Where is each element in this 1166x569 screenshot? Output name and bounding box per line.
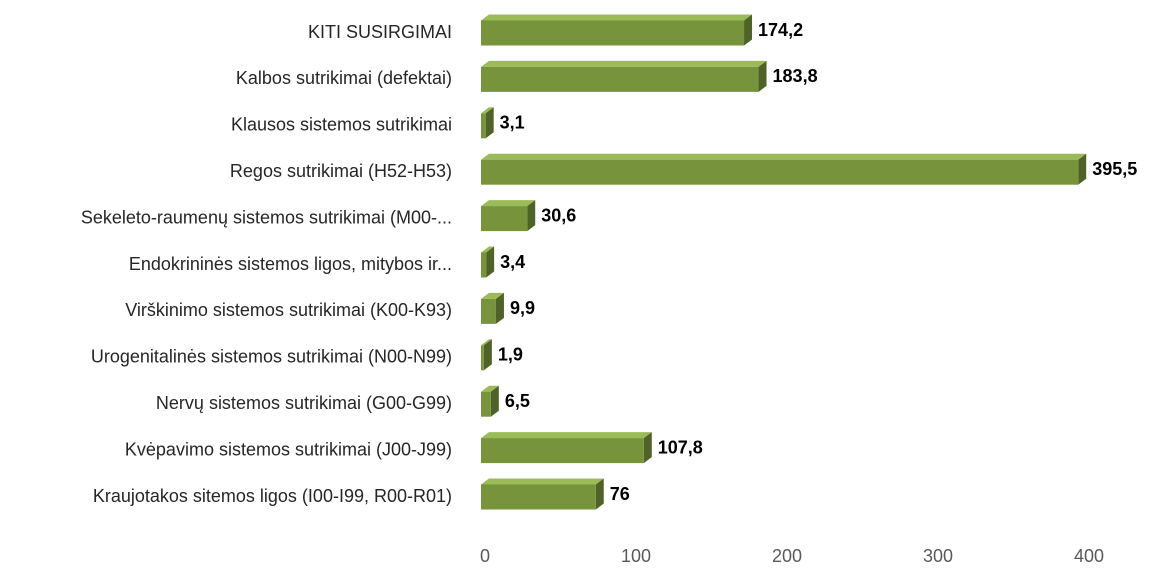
bar	[481, 159, 1079, 185]
bar-top	[481, 200, 536, 207]
bar-top	[481, 292, 504, 299]
bar-side	[595, 478, 604, 510]
bar-side	[527, 200, 536, 232]
y-tick-label: Endokrininės sistemos ligos, mitybos ir.…	[129, 254, 452, 274]
value-label: 107,8	[658, 437, 703, 457]
bar-top	[481, 107, 494, 114]
y-tick-label: Regos sutrikimai (H52-H53)	[230, 161, 452, 181]
y-tick-label: Virškinimo sistemos sutrikimai (K00-K93)	[125, 300, 452, 320]
x-tick-label: 400	[1074, 546, 1104, 566]
bar	[481, 298, 496, 324]
value-label: 6,5	[505, 391, 530, 411]
y-tick-label: Sekeleto-raumenų sistemos sutrikimai (M0…	[81, 207, 452, 227]
bar-side	[495, 292, 504, 324]
y-tick-label: Kvėpavimo sistemos sutrikimai (J00-J99)	[125, 439, 452, 459]
bar	[481, 438, 644, 464]
x-tick-label: 200	[772, 546, 802, 566]
y-tick-label: Klausos sistemos sutrikimai	[231, 115, 452, 135]
y-tick-label: Kraujotakos sitemos ligos (I00-I99, R00-…	[93, 486, 452, 506]
bar-top	[481, 432, 652, 439]
bar-top	[481, 60, 767, 67]
bar	[481, 252, 487, 278]
value-label: 1,9	[498, 345, 523, 365]
bar	[481, 391, 491, 417]
y-tick-label: KITI SUSIRGIMAI	[308, 22, 452, 42]
bar-side	[643, 432, 652, 464]
y-tick-label: Nervų sistemos sutrikimai (G00-G99)	[156, 393, 452, 413]
x-tick-label: 100	[621, 546, 651, 566]
bar	[481, 20, 745, 46]
bar-top	[481, 339, 492, 346]
value-label: 76	[610, 484, 630, 504]
bar	[481, 66, 759, 92]
bar	[481, 113, 486, 139]
value-label: 3,1	[500, 113, 525, 133]
bar-top	[481, 246, 495, 253]
bar-side	[758, 60, 767, 92]
value-label: 395,5	[1092, 159, 1137, 179]
x-tick-label: 0	[480, 546, 490, 566]
bar-side	[744, 14, 753, 46]
bar-top	[481, 14, 753, 21]
bar	[481, 345, 484, 371]
bar	[481, 484, 596, 510]
bar-side	[486, 246, 495, 278]
bar-top	[481, 385, 499, 392]
bar-side	[490, 385, 499, 417]
value-label: 9,9	[510, 298, 535, 318]
bar-side	[485, 107, 494, 139]
value-label: 30,6	[541, 205, 576, 225]
y-tick-label: Urogenitalinės sistemos sutrikimai (N00-…	[91, 347, 452, 367]
value-label: 183,8	[773, 66, 818, 86]
bar-top	[481, 478, 604, 485]
bar	[481, 206, 528, 232]
value-label: 174,2	[758, 20, 803, 40]
y-tick-label: Kalbos sutrikimai (defektai)	[236, 68, 452, 88]
bar-top	[481, 153, 1087, 160]
bar-side	[1078, 153, 1087, 185]
bar-side	[483, 339, 492, 371]
value-label: 3,4	[500, 252, 525, 272]
x-tick-label: 300	[923, 546, 953, 566]
